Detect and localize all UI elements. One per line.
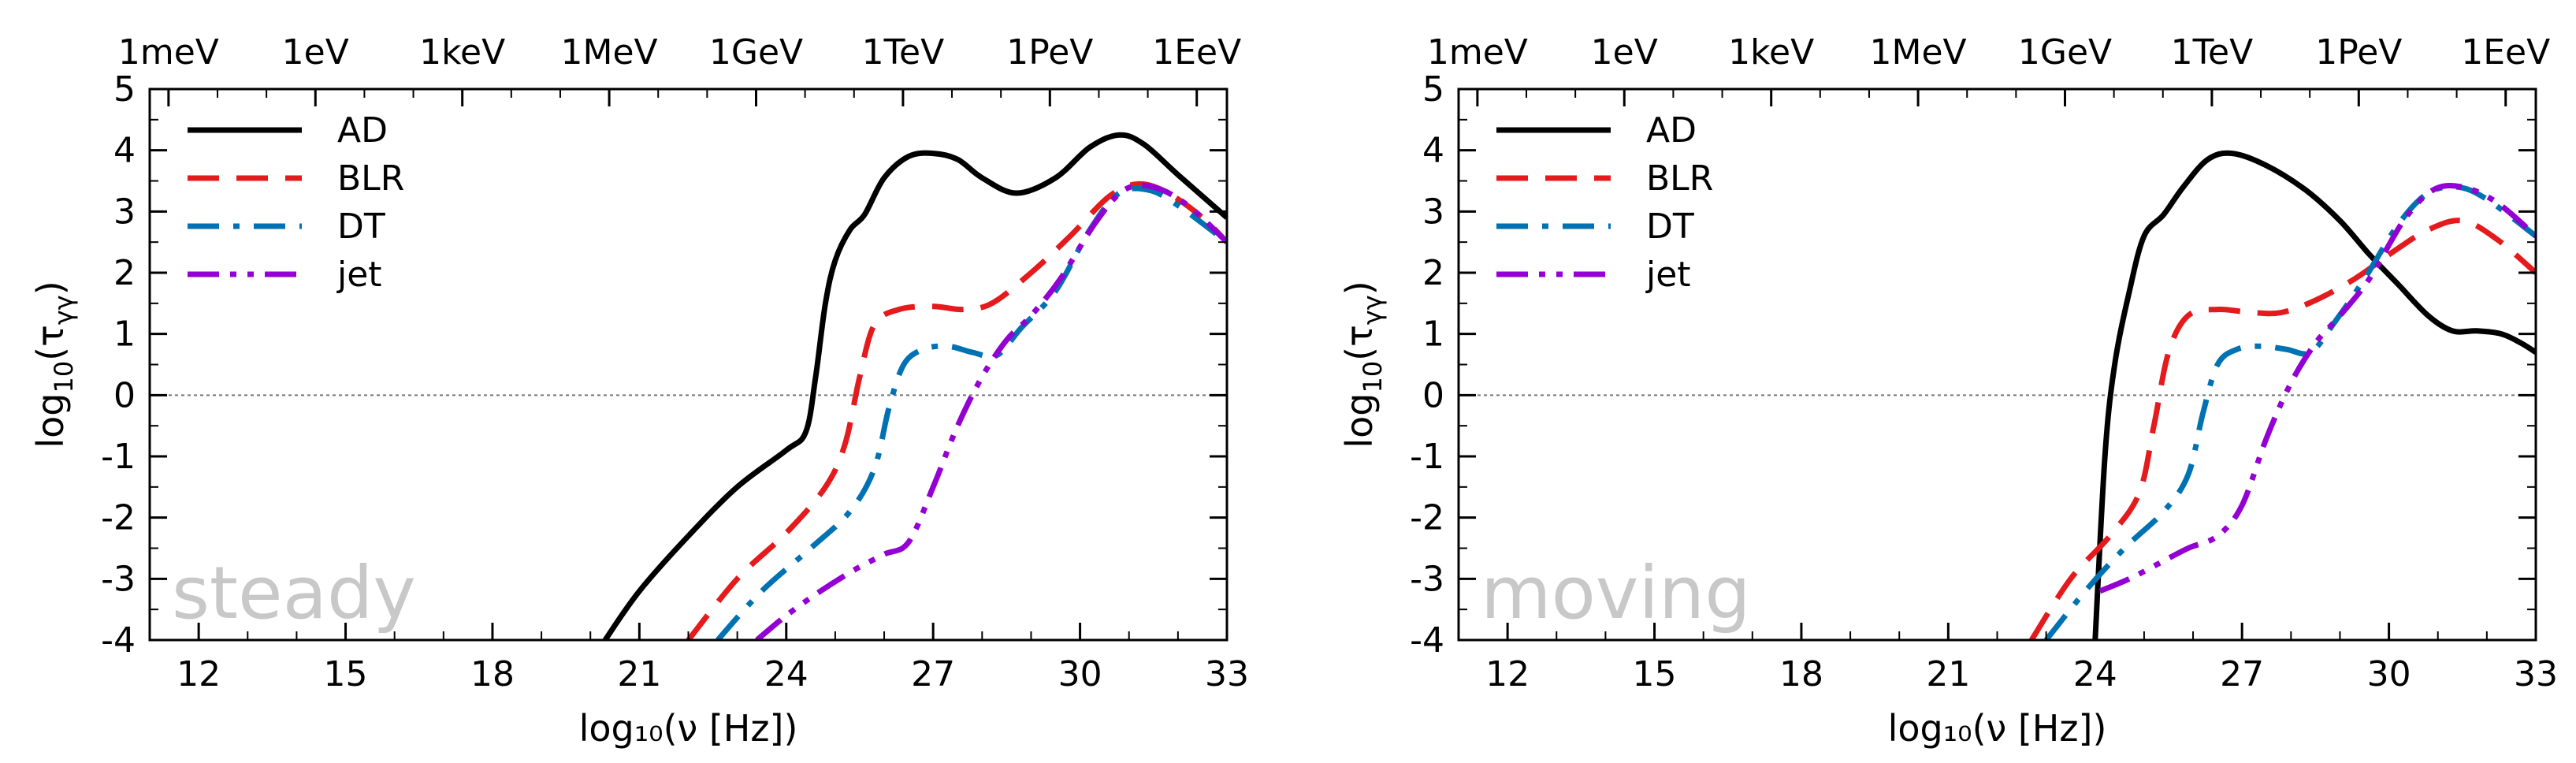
top-axis-label: 1MeV	[561, 32, 658, 73]
x-tick-label: 18	[470, 654, 515, 694]
y-tick-label: 2	[1422, 253, 1444, 293]
y-tick-label: -2	[101, 498, 136, 538]
top-axis-label: 1TeV	[2171, 32, 2254, 73]
series-line-dt	[716, 185, 1227, 640]
series-line-jet	[755, 182, 1227, 640]
top-axis-label: 1GeV	[709, 32, 803, 73]
y-tick-label: 4	[1422, 131, 1444, 171]
y-axis-title-close: )	[29, 281, 72, 295]
y-tick-label: 1	[113, 315, 136, 355]
x-tick-label: 12	[1485, 654, 1530, 694]
legend-label-blr: BLR	[1646, 158, 1713, 199]
series-line-ad	[2092, 150, 2536, 640]
top-axis-label: 1meV	[118, 32, 219, 73]
x-tick-label: 18	[1779, 654, 1823, 694]
series-group	[603, 132, 1227, 640]
y-axis-title-close: )	[1338, 281, 1381, 295]
y-tick-label: 0	[1422, 375, 1444, 415]
y-tick-label: -3	[101, 559, 136, 599]
x-tick-label: 33	[2514, 654, 2558, 694]
top-axis-label: 1EeV	[1152, 32, 1241, 73]
y-axis-title-sub: 10	[1358, 361, 1388, 393]
panel-watermark: moving	[1481, 551, 1751, 635]
legend-label-blr: BLR	[337, 158, 404, 199]
top-axis-label: 1eV	[1591, 32, 1658, 73]
x-tick-label: 27	[2220, 654, 2264, 694]
y-tick-label: 3	[113, 192, 136, 232]
y-axis-title: log10(τγγ)	[29, 281, 79, 448]
legend-label-jet: jet	[336, 255, 382, 295]
top-axis-label: 1PeV	[2315, 32, 2402, 73]
series-group	[2029, 150, 2536, 640]
y-tick-label: 1	[1422, 315, 1444, 355]
top-axis-label: 1eV	[282, 32, 349, 73]
top-axis-label: 1keV	[419, 32, 505, 73]
y-tick-label: -3	[1410, 559, 1444, 599]
panel-watermark: steady	[172, 551, 416, 635]
y-tick-label: -4	[1410, 620, 1444, 661]
top-axis-label: 1TeV	[862, 32, 945, 73]
x-tick-label: 15	[324, 654, 368, 694]
top-axis-label: 1meV	[1427, 32, 1528, 73]
x-tick-label: 33	[1205, 654, 1249, 694]
top-axis-label: 1GeV	[2018, 32, 2112, 73]
series-line-blr	[686, 181, 1227, 640]
y-axis-title-base: log	[29, 393, 72, 448]
y-axis-title-subsub: γγ	[1358, 295, 1388, 325]
x-tick-label: 21	[617, 654, 661, 694]
y-axis-title-sub: 10	[49, 361, 79, 393]
top-axis-label: 1EeV	[2461, 32, 2550, 73]
y-tick-label: -1	[1410, 437, 1444, 477]
y-tick-label: 4	[113, 131, 136, 171]
legend-label-ad: AD	[337, 110, 388, 151]
y-tick-label: -4	[101, 620, 136, 661]
top-axis-label: 1keV	[1728, 32, 1814, 73]
y-tick-label: 3	[1422, 192, 1444, 232]
legend-label-dt: DT	[1646, 207, 1694, 247]
y-tick-label: 0	[113, 375, 136, 415]
y-axis-title: log10(τγγ)	[1338, 281, 1388, 448]
y-tick-label: -2	[1410, 498, 1444, 538]
x-tick-label: 15	[1633, 654, 1677, 694]
series-line-blr	[2029, 218, 2536, 640]
legend-label-dt: DT	[337, 207, 385, 247]
series-line-ad	[603, 132, 1227, 640]
x-tick-label: 21	[1926, 654, 1970, 694]
x-axis-title: log₁₀(ν [Hz])	[579, 707, 798, 750]
x-tick-label: 27	[911, 654, 955, 694]
x-axis-title: log₁₀(ν [Hz])	[1888, 707, 2107, 750]
y-tick-label: 2	[113, 253, 136, 293]
y-axis-title-subsub: γγ	[49, 295, 79, 325]
x-tick-label: 24	[2073, 654, 2117, 694]
y-tick-label: -1	[101, 437, 136, 477]
x-tick-label: 30	[1058, 654, 1102, 694]
x-tick-label: 30	[2367, 654, 2411, 694]
y-tick-label: 5	[1422, 69, 1444, 110]
legend-label-jet: jet	[1645, 255, 1691, 295]
y-tick-label: 5	[113, 69, 136, 110]
series-line-jet	[2098, 182, 2536, 594]
x-tick-label: 24	[764, 654, 808, 694]
top-axis-label: 1MeV	[1870, 32, 1967, 73]
legend-label-ad: AD	[1646, 110, 1697, 151]
top-axis-label: 1PeV	[1006, 32, 1093, 73]
series-line-dt	[2043, 184, 2536, 640]
y-axis-title-base: log	[1338, 393, 1381, 448]
x-tick-label: 12	[177, 654, 221, 694]
y-axis-title-open: (τ	[29, 325, 72, 361]
y-axis-title-open: (τ	[1338, 325, 1381, 361]
